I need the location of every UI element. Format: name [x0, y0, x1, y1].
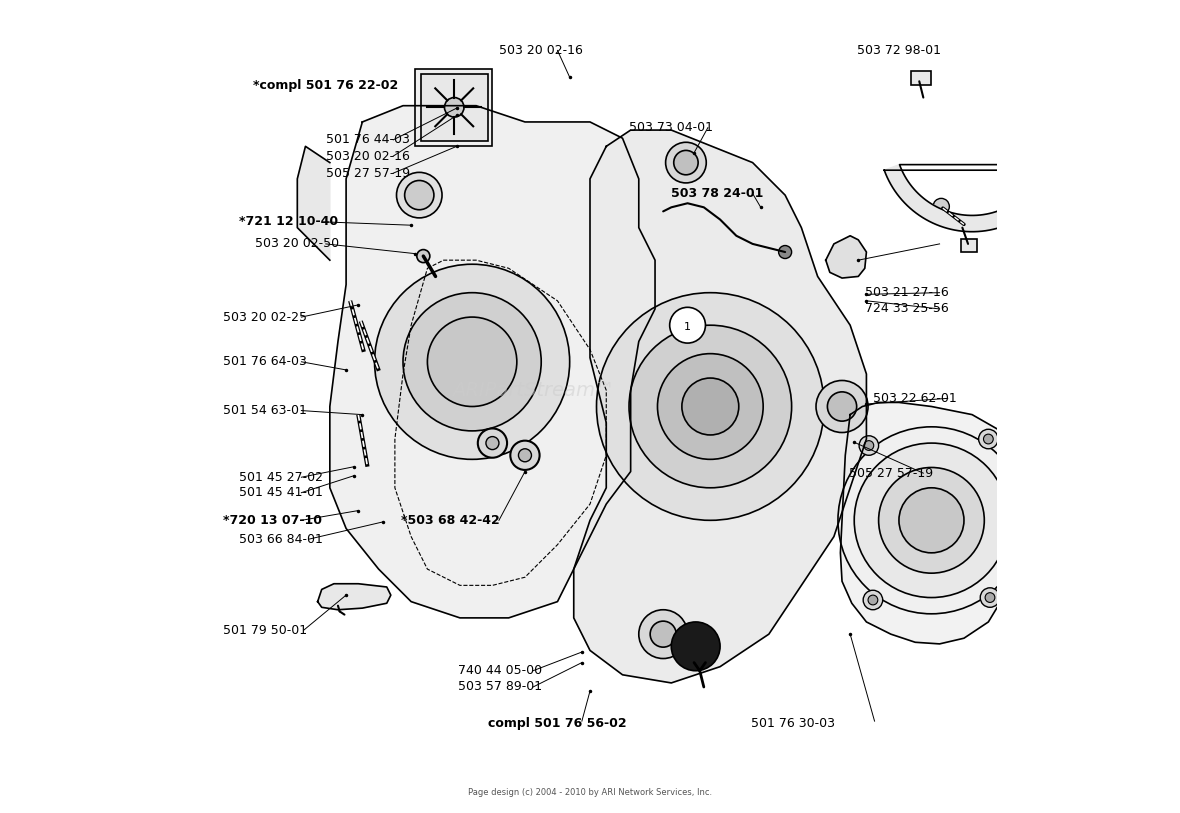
Text: Page design (c) 2004 - 2010 by ARI Network Services, Inc.: Page design (c) 2004 - 2010 by ARI Netwo… — [468, 788, 712, 798]
Circle shape — [899, 488, 964, 553]
Text: 503 78 24-01: 503 78 24-01 — [671, 187, 763, 200]
Circle shape — [671, 622, 720, 671]
Circle shape — [978, 429, 998, 449]
Text: 501 54 63-01: 501 54 63-01 — [223, 404, 307, 417]
Text: 503 20 02-50: 503 20 02-50 — [255, 237, 339, 250]
Text: 503 72 98-01: 503 72 98-01 — [857, 44, 940, 57]
Circle shape — [868, 595, 878, 605]
Polygon shape — [884, 164, 1060, 232]
Polygon shape — [297, 146, 330, 260]
Circle shape — [674, 150, 699, 175]
Text: 505 27 57-19: 505 27 57-19 — [326, 167, 409, 180]
Circle shape — [427, 317, 517, 406]
Text: 503 20 02-16: 503 20 02-16 — [499, 44, 583, 57]
Polygon shape — [317, 584, 391, 610]
Circle shape — [396, 172, 442, 218]
Polygon shape — [826, 236, 866, 278]
Circle shape — [666, 142, 707, 183]
Bar — [911, 71, 931, 85]
Text: 503 21 27-16: 503 21 27-16 — [865, 286, 949, 299]
Text: *721 12 10-40: *721 12 10-40 — [238, 215, 337, 228]
Circle shape — [983, 434, 994, 444]
Circle shape — [879, 467, 984, 573]
Circle shape — [445, 98, 464, 117]
Circle shape — [405, 180, 434, 210]
Bar — [961, 239, 977, 252]
Circle shape — [650, 621, 676, 647]
Circle shape — [638, 610, 688, 659]
Polygon shape — [330, 106, 655, 618]
Circle shape — [374, 264, 570, 459]
Circle shape — [597, 293, 824, 520]
Text: 503 20 02-25: 503 20 02-25 — [223, 311, 307, 324]
Text: 505 27 57-19: 505 27 57-19 — [848, 467, 932, 480]
Text: *compl 501 76 22-02: *compl 501 76 22-02 — [253, 79, 398, 92]
Text: 501 45 41-01: 501 45 41-01 — [238, 486, 322, 499]
Circle shape — [981, 588, 999, 607]
Text: ARIPartStream™: ARIPartStream™ — [452, 380, 615, 400]
Circle shape — [863, 590, 883, 610]
Text: 740 44 05-00: 740 44 05-00 — [458, 664, 543, 677]
Text: 503 66 84-01: 503 66 84-01 — [238, 533, 322, 546]
Text: 724 33 25-56: 724 33 25-56 — [865, 302, 949, 315]
Circle shape — [827, 392, 857, 421]
Text: 503 22 62-01: 503 22 62-01 — [873, 392, 957, 405]
Polygon shape — [840, 402, 1015, 644]
Circle shape — [518, 449, 531, 462]
Text: compl 501 76 56-02: compl 501 76 56-02 — [489, 717, 627, 730]
Text: 501 76 44-03: 501 76 44-03 — [326, 133, 409, 146]
Circle shape — [478, 428, 507, 458]
Circle shape — [985, 593, 995, 602]
Text: *503 68 42-42: *503 68 42-42 — [401, 514, 500, 527]
Text: *720 13 07-10: *720 13 07-10 — [223, 514, 321, 527]
Bar — [421, 74, 487, 141]
Circle shape — [864, 441, 873, 450]
Circle shape — [859, 436, 879, 455]
Circle shape — [486, 437, 499, 450]
Circle shape — [682, 378, 739, 435]
Bar — [415, 69, 492, 146]
Circle shape — [670, 307, 706, 343]
Polygon shape — [573, 130, 866, 683]
Text: 503 20 02-16: 503 20 02-16 — [326, 150, 409, 163]
Text: 501 45 27-02: 501 45 27-02 — [238, 471, 323, 484]
Text: 501 76 64-03: 501 76 64-03 — [223, 355, 307, 368]
Text: 501 76 30-03: 501 76 30-03 — [750, 717, 835, 730]
Circle shape — [838, 427, 1025, 614]
Circle shape — [854, 443, 1009, 598]
Circle shape — [417, 250, 430, 263]
Circle shape — [838, 249, 854, 265]
Circle shape — [404, 293, 542, 431]
Circle shape — [817, 380, 868, 433]
Text: 503 73 04-01: 503 73 04-01 — [629, 121, 713, 134]
Text: 1: 1 — [684, 322, 691, 332]
Circle shape — [779, 246, 792, 259]
Text: 503 57 89-01: 503 57 89-01 — [458, 680, 543, 693]
Circle shape — [933, 198, 950, 215]
Circle shape — [510, 441, 539, 470]
Circle shape — [629, 325, 792, 488]
Text: 501 79 50-01: 501 79 50-01 — [223, 624, 307, 637]
Circle shape — [657, 354, 763, 459]
